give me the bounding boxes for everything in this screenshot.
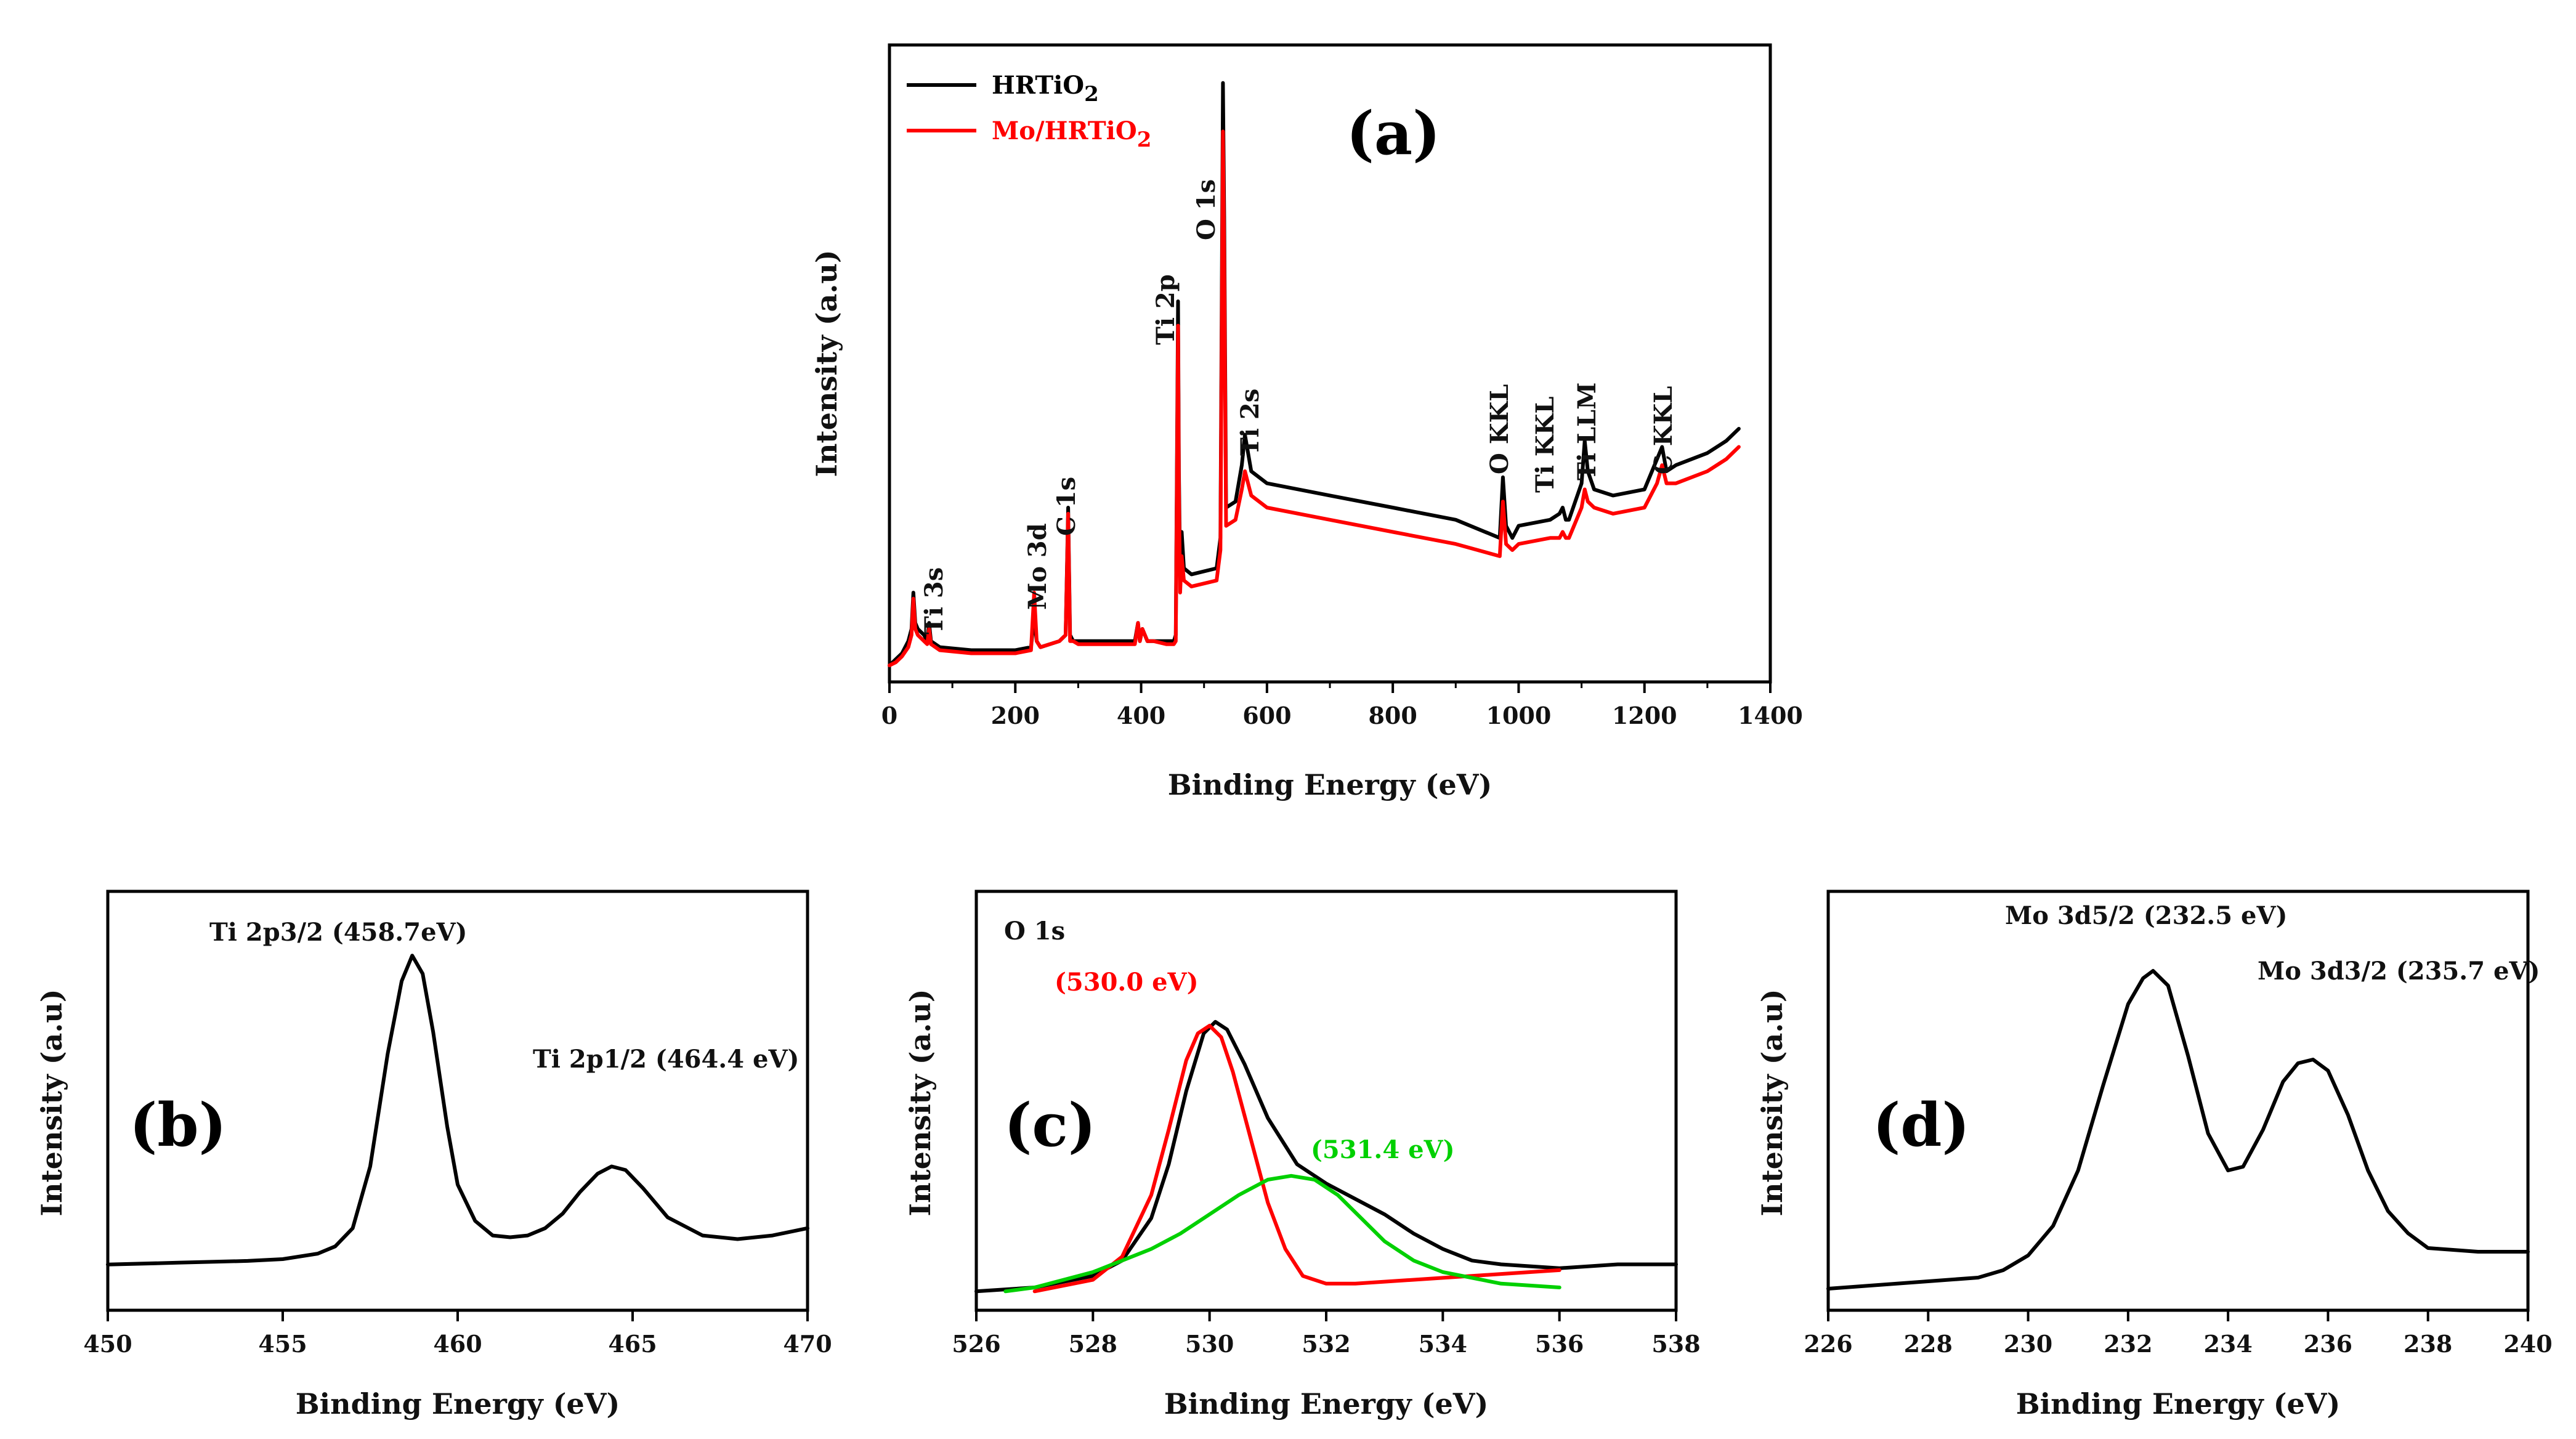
x-tick-label: 232 <box>2104 1330 2152 1358</box>
annot-c-1s: C 1s <box>1052 477 1081 536</box>
panel-c-series <box>974 1019 1678 1294</box>
panel-c-xlabel: Binding Energy (eV) <box>1164 1387 1488 1421</box>
annot-ti-2s: Ti 2s <box>1236 389 1265 456</box>
panel-a-label: (a) <box>1346 99 1440 168</box>
x-tick-label: 1200 <box>1612 702 1677 729</box>
x-tick-label: 240 <box>2503 1330 2552 1358</box>
panel-d-ylabel: Intensity (a.u) <box>1756 989 1789 1216</box>
x-tick-label: 534 <box>1419 1330 1467 1358</box>
x-tick-label: 238 <box>2404 1330 2452 1358</box>
series-line-a-hrtio2 <box>888 81 1741 668</box>
panel-b-xlabel: Binding Energy (eV) <box>296 1387 620 1421</box>
x-tick-label: 1400 <box>1738 702 1803 729</box>
panel-c-ylabel: Intensity (a.u) <box>904 989 937 1216</box>
panel-c-x-ticks: 526 528 530 532 534 536 538 <box>952 1310 1701 1358</box>
series-line-c-530-0-ev <box>1032 1024 1561 1294</box>
panel-d-label: (d) <box>1873 1090 1970 1160</box>
x-tick-label: 460 <box>433 1330 482 1358</box>
series-line-c-o-1s-envelope <box>974 1019 1678 1294</box>
panel-a-ylabel: Intensity (a.u) <box>810 249 843 477</box>
panel-c-title: O 1s <box>1004 917 1065 946</box>
annot-mo-3d52: Mo 3d5/2 (232.5 eV) <box>2005 901 2287 930</box>
x-tick-label: 236 <box>2304 1330 2352 1358</box>
x-tick-label: 200 <box>991 702 1040 729</box>
panel-d-frame <box>1826 890 2530 1312</box>
annot-mo-3d: Mo 3d <box>1023 523 1052 610</box>
x-tick-label: 455 <box>258 1330 307 1358</box>
x-tick-label: 230 <box>2004 1330 2052 1358</box>
annot-ti-2p12: Ti 2p1/2 (464.4 eV) <box>533 1045 799 1074</box>
x-tick-label: 536 <box>1535 1330 1584 1358</box>
panel-d-xlabel: Binding Energy (eV) <box>2016 1387 2340 1421</box>
panel-d-series <box>1826 969 2530 1291</box>
legend-label-mo-hrtio2: Mo/HRTiO2 <box>992 116 1151 152</box>
x-tick-label: 470 <box>783 1330 832 1358</box>
annot-530-ev: (530.0 eV) <box>1055 968 1199 997</box>
panel-a-x-ticks: 0 200 400 600 800 1000 1200 1400 <box>881 682 1803 729</box>
annot-ti-llm: Ti LLM <box>1573 383 1602 480</box>
annot-ti-2p32: Ti 2p3/2 (458.7eV) <box>209 918 467 947</box>
annot-ti-2p: Ti 2p <box>1151 274 1180 345</box>
annot-531-ev: (531.4 eV) <box>1311 1135 1455 1164</box>
panel-a-series <box>888 81 1741 668</box>
panel-b-x-ticks: 450 455 460 465 470 <box>83 1310 832 1358</box>
panel-d-x-ticks: 226 228 230 232 234 236 238 240 <box>1804 1310 2553 1358</box>
panel-a-legend: HRTiO2 Mo/HRTiO2 <box>907 71 1151 152</box>
series-line-c-531-4-ev <box>1003 1173 1561 1294</box>
panel-a-annotations: Ti 3s Mo 3d C 1s Ti 2p O 1s Ti 2s O KKL … <box>920 179 1678 634</box>
x-tick-label: 526 <box>952 1330 1000 1358</box>
series-line-b-ti-2p <box>106 954 809 1267</box>
panel-b-label: (b) <box>129 1090 227 1160</box>
annot-o-kkl: O KKL <box>1485 384 1514 474</box>
panel-b-ylabel: Intensity (a.u) <box>35 989 68 1216</box>
panel-b-ti2p: 450 455 460 465 470 Binding Energy (eV) Inte… <box>35 890 832 1421</box>
panel-d-mo3d: 226 228 230 232 234 236 238 240 Binding Energy … <box>1756 890 2553 1421</box>
x-tick-label: 528 <box>1069 1330 1117 1358</box>
x-tick-label: 532 <box>1302 1330 1350 1358</box>
x-tick-label: 234 <box>2203 1330 2252 1358</box>
annot-mo-3d32: Mo 3d3/2 (235.7 eV) <box>2258 957 2540 986</box>
x-tick-label: 800 <box>1368 702 1417 729</box>
x-tick-label: 450 <box>83 1330 132 1358</box>
x-tick-label: 0 <box>881 702 897 729</box>
annot-c-kkl: C KKL <box>1649 386 1678 474</box>
panel-c-o1s: 526 528 530 532 534 536 538 Binding Energy (eV… <box>904 890 1701 1421</box>
panel-c-label: (c) <box>1004 1090 1096 1160</box>
x-tick-label: 538 <box>1651 1330 1700 1358</box>
x-tick-label: 465 <box>608 1330 657 1358</box>
panel-a-survey: 0 200 400 600 800 1000 1200 1400 Binding Energy… <box>810 43 1803 801</box>
panel-b-series <box>106 954 809 1267</box>
x-tick-label: 530 <box>1185 1330 1234 1358</box>
x-tick-label: 400 <box>1117 702 1165 729</box>
x-tick-label: 600 <box>1242 702 1291 729</box>
annot-ti-3s: Ti 3s <box>920 567 949 634</box>
x-tick-label: 1000 <box>1486 702 1552 729</box>
annot-o-1s: O 1s <box>1192 179 1221 240</box>
series-line-d-mo-3d <box>1826 969 2530 1291</box>
x-tick-label: 226 <box>1804 1330 1852 1358</box>
legend-label-hrtio2: HRTiO2 <box>992 71 1099 107</box>
annot-ti-kkl: Ti KKL <box>1531 396 1560 493</box>
x-tick-label: 228 <box>1904 1330 1953 1358</box>
panel-a-xlabel: Binding Energy (eV) <box>1168 768 1492 801</box>
series-line-a-mo-hrtio2 <box>888 129 1741 668</box>
